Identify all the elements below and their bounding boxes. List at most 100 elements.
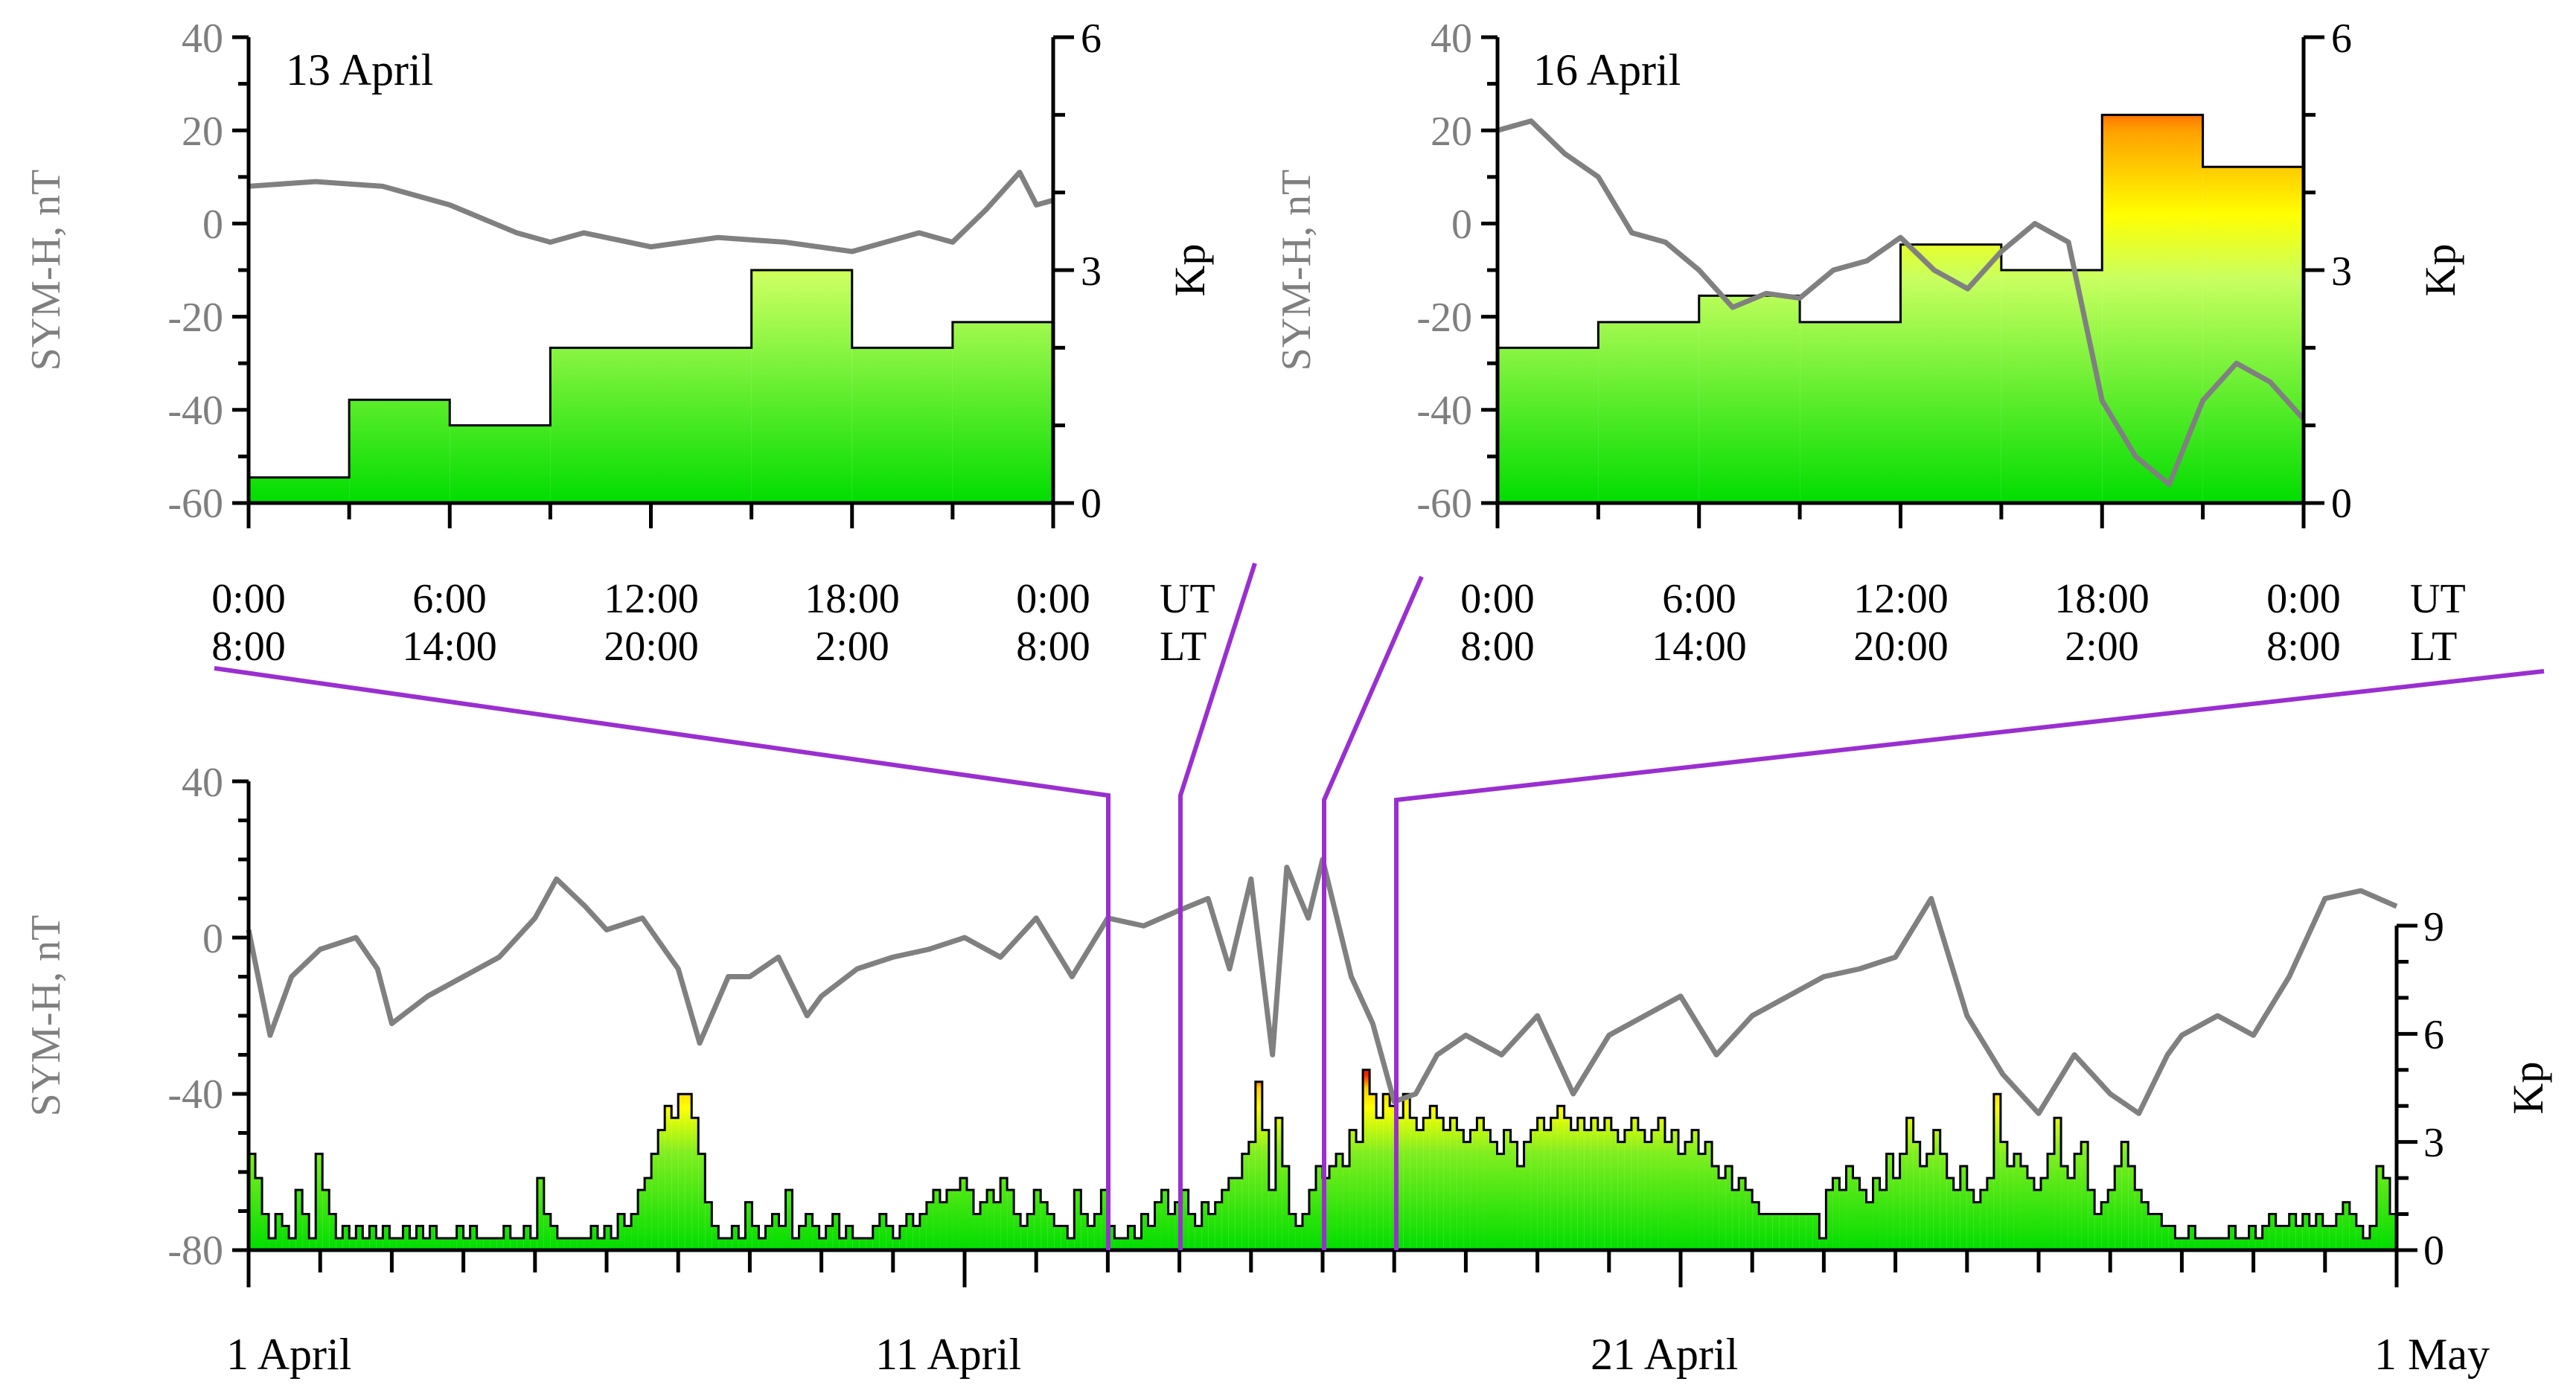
- kp-bar: [1678, 1153, 1686, 1250]
- kp-bar: [557, 1238, 564, 1250]
- kp-bar: [772, 1214, 779, 1250]
- kp-bar: [1685, 1141, 1693, 1250]
- kp-bar: [329, 1214, 336, 1250]
- kp-bar: [671, 1118, 679, 1250]
- kp-bar: [1308, 1190, 1316, 1250]
- kp-bar: [1913, 1141, 1920, 1250]
- kp-tick: 3: [2331, 249, 2352, 295]
- kp-bar: [2389, 1214, 2397, 1250]
- kp-outline: [249, 269, 1053, 479]
- kp-bar: [1933, 1130, 1940, 1250]
- kp-bar: [846, 1226, 853, 1250]
- kp-bar: [302, 1214, 310, 1250]
- kp-bar: [1839, 1190, 1847, 1250]
- kp-bar: [2094, 1214, 2102, 1250]
- kp-bar: [919, 1214, 927, 1250]
- kp-bar: [1423, 1118, 1431, 1250]
- kp-bar: [409, 1238, 417, 1250]
- kp-bar: [1403, 1094, 1410, 1250]
- kp-bar: [1470, 1130, 1477, 1250]
- kp-bar: [1108, 1226, 1115, 1250]
- kp-bar: [2336, 1214, 2343, 1250]
- kp-bar: [490, 1238, 497, 1250]
- kp-bar: [389, 1238, 397, 1250]
- kp-bar: [597, 1238, 604, 1250]
- symh-line: [248, 170, 1054, 254]
- kp-bar: [1235, 1178, 1242, 1250]
- kp-bar: [906, 1214, 913, 1250]
- kp-bar: [1725, 1166, 1733, 1250]
- x-tick-ut: 18:00: [2054, 576, 2150, 622]
- kp-bar: [618, 1214, 625, 1250]
- kp-bar: [289, 1238, 296, 1250]
- kp-bar: [1900, 244, 2001, 503]
- kp-bar: [1154, 1202, 1162, 1250]
- kp-bar: [2255, 1238, 2263, 1250]
- kp-bar: [2033, 1190, 2042, 1250]
- kp-bar: [1457, 1130, 1464, 1250]
- kp-bar: [751, 270, 852, 503]
- kp-bar: [2262, 1226, 2269, 1250]
- kp-bar: [537, 1178, 544, 1250]
- kp-bar: [1671, 1130, 1678, 1250]
- kp-bar: [2013, 1153, 2021, 1250]
- kp-bar: [1014, 1214, 1021, 1250]
- x-tick-ut: 0:00: [1460, 576, 1535, 622]
- kp-bar: [1980, 1190, 1987, 1250]
- kp-bar: [638, 1190, 645, 1250]
- kp-bar: [1591, 1118, 1598, 1250]
- kp-bar: [1114, 1238, 1122, 1250]
- kp-bar: [543, 1214, 551, 1250]
- kp-bar: [1940, 1153, 1947, 1250]
- kp-bar: [2382, 1178, 2390, 1250]
- kp-bar: [483, 1238, 490, 1250]
- kp-bar: [2342, 1202, 2350, 1250]
- kp-bar: [2188, 1226, 2196, 1250]
- kp-bar: [859, 1238, 866, 1250]
- kp-bar: [2269, 1214, 2276, 1250]
- kp-bar: [1651, 1130, 1658, 1250]
- kp-bar: [2141, 1202, 2149, 1250]
- kp-bar: [1873, 1178, 1880, 1250]
- kp-bar: [758, 1238, 766, 1250]
- kp-bar: [349, 1238, 357, 1250]
- kp-bar: [1800, 321, 1901, 503]
- kp-bar: [1598, 321, 1699, 503]
- kp-bar: [2202, 167, 2304, 503]
- x-tick-lt: 8:00: [211, 624, 286, 670]
- kp-bar: [2061, 1166, 2068, 1250]
- kp-bar: [1141, 1214, 1148, 1250]
- kp-tick: 6: [2331, 16, 2352, 62]
- y-tick: 0: [202, 202, 223, 248]
- kp-bar: [952, 321, 1053, 503]
- kp-bar: [2074, 1153, 2082, 1250]
- kp-bar: [651, 1153, 659, 1250]
- kp-bar: [1161, 1190, 1169, 1250]
- y-tick: -60: [167, 481, 223, 527]
- x-unit-lt: LT: [1160, 624, 1206, 670]
- zoom-line-16-april-right: [1394, 669, 2545, 1250]
- kp-bar: [1181, 1190, 1189, 1250]
- kp-bar: [423, 1238, 430, 1250]
- kp-bar: [396, 1238, 403, 1250]
- kp-bar: [1624, 1130, 1631, 1250]
- kp-bar: [1221, 1190, 1229, 1250]
- kp-bar: [1759, 1214, 1766, 1250]
- kp-tick: 9: [2423, 904, 2444, 950]
- kp-axis-label: Kp: [2504, 1062, 2552, 1115]
- kp-bar: [718, 1238, 726, 1250]
- kp-bar: [832, 1214, 840, 1250]
- kp-bar: [1859, 1190, 1867, 1250]
- kp-bar: [563, 1238, 571, 1250]
- kp-bar: [1920, 1166, 1927, 1250]
- x-day-label: 1 May: [2374, 1330, 2490, 1379]
- kp-bar: [959, 1178, 968, 1250]
- kp-tick: 0: [2331, 481, 2352, 527]
- kp-bar: [530, 1238, 537, 1250]
- kp-bar: [1752, 1202, 1760, 1250]
- kp-bar: [1336, 1153, 1343, 1250]
- y-tick: 20: [1431, 109, 1472, 155]
- kp-bar: [2000, 1141, 2007, 1250]
- kp-bar: [436, 1238, 444, 1250]
- kp-bar: [255, 1178, 263, 1250]
